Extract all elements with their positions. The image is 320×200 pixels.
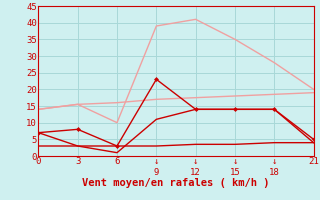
X-axis label: Vent moyen/en rafales ( km/h ): Vent moyen/en rafales ( km/h ) xyxy=(82,178,270,188)
